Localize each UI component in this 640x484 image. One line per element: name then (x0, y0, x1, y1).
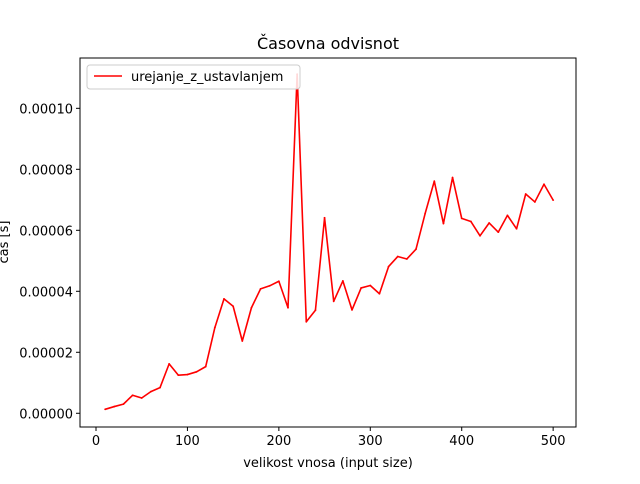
x-tick-label: 500 (541, 434, 566, 449)
series-layer (104, 73, 555, 411)
x-axis: 0 100 200 300 400 500 (92, 427, 566, 449)
data-point (415, 248, 417, 251)
data-point (195, 370, 198, 373)
data-point (186, 373, 189, 376)
data-point (140, 397, 143, 399)
data-point (497, 231, 500, 234)
data-point (433, 180, 436, 183)
data-point (405, 258, 408, 260)
data-point (387, 265, 390, 268)
data-point (451, 176, 454, 179)
x-axis-label: velikost vnosa (input size) (243, 456, 413, 471)
data-point (277, 280, 280, 283)
data-point (533, 201, 536, 203)
series-line (104, 73, 554, 411)
data-point (424, 212, 427, 215)
data-point (543, 183, 545, 186)
legend-label: urejanje_z_ustavlanjem (131, 70, 283, 85)
y-tick-label: 0.00006 (19, 224, 73, 239)
data-point (524, 193, 527, 195)
data-point (442, 222, 445, 225)
data-point (241, 340, 244, 342)
data-point (104, 408, 107, 411)
data-point (223, 298, 225, 300)
data-point (250, 306, 253, 309)
data-point (506, 214, 509, 217)
data-point (168, 362, 171, 365)
x-tick-label: 400 (449, 434, 474, 449)
x-tick-label: 0 (92, 434, 100, 449)
data-point (232, 305, 235, 308)
x-tick-label: 100 (175, 434, 200, 449)
data-point (159, 386, 161, 389)
data-point (305, 320, 308, 323)
data-point (149, 390, 152, 393)
legend: urejanje_z_ustavlanjem (86, 64, 301, 90)
data-point (515, 227, 518, 230)
data-point (369, 284, 372, 287)
data-point (268, 284, 271, 287)
data-point (396, 255, 399, 258)
data-point (552, 199, 555, 202)
y-tick-label: 0.00008 (19, 163, 73, 178)
data-point (287, 306, 289, 309)
data-point (460, 217, 463, 220)
x-tick-label: 300 (358, 434, 383, 449)
data-point (204, 365, 207, 368)
data-point (213, 326, 216, 329)
data-point (332, 300, 335, 303)
data-point (259, 287, 262, 290)
y-tick-label: 0.00010 (19, 102, 73, 117)
data-point (360, 287, 363, 289)
y-axis-label: čas [s] (0, 221, 12, 264)
data-point (131, 394, 134, 397)
data-point (351, 308, 353, 311)
data-point (113, 405, 116, 408)
data-point (314, 309, 317, 312)
data-point (378, 292, 381, 295)
y-axis: 0.00000 0.00002 0.00004 0.00006 0.00008 0.000… (19, 102, 80, 422)
y-tick-label: 0.00004 (19, 285, 73, 300)
data-point (341, 280, 344, 282)
data-point (323, 216, 326, 219)
data-point (469, 220, 472, 223)
y-tick-label: 0.00000 (19, 407, 73, 422)
data-point (122, 403, 125, 406)
y-tick-label: 0.00002 (19, 346, 73, 361)
plot-frame (79, 57, 577, 428)
data-point (479, 234, 481, 237)
chart-title: Časovna odvisnot (257, 34, 399, 53)
x-tick-label: 200 (266, 434, 291, 449)
data-point (177, 374, 180, 377)
data-point (488, 222, 491, 224)
legend-box (86, 64, 301, 90)
